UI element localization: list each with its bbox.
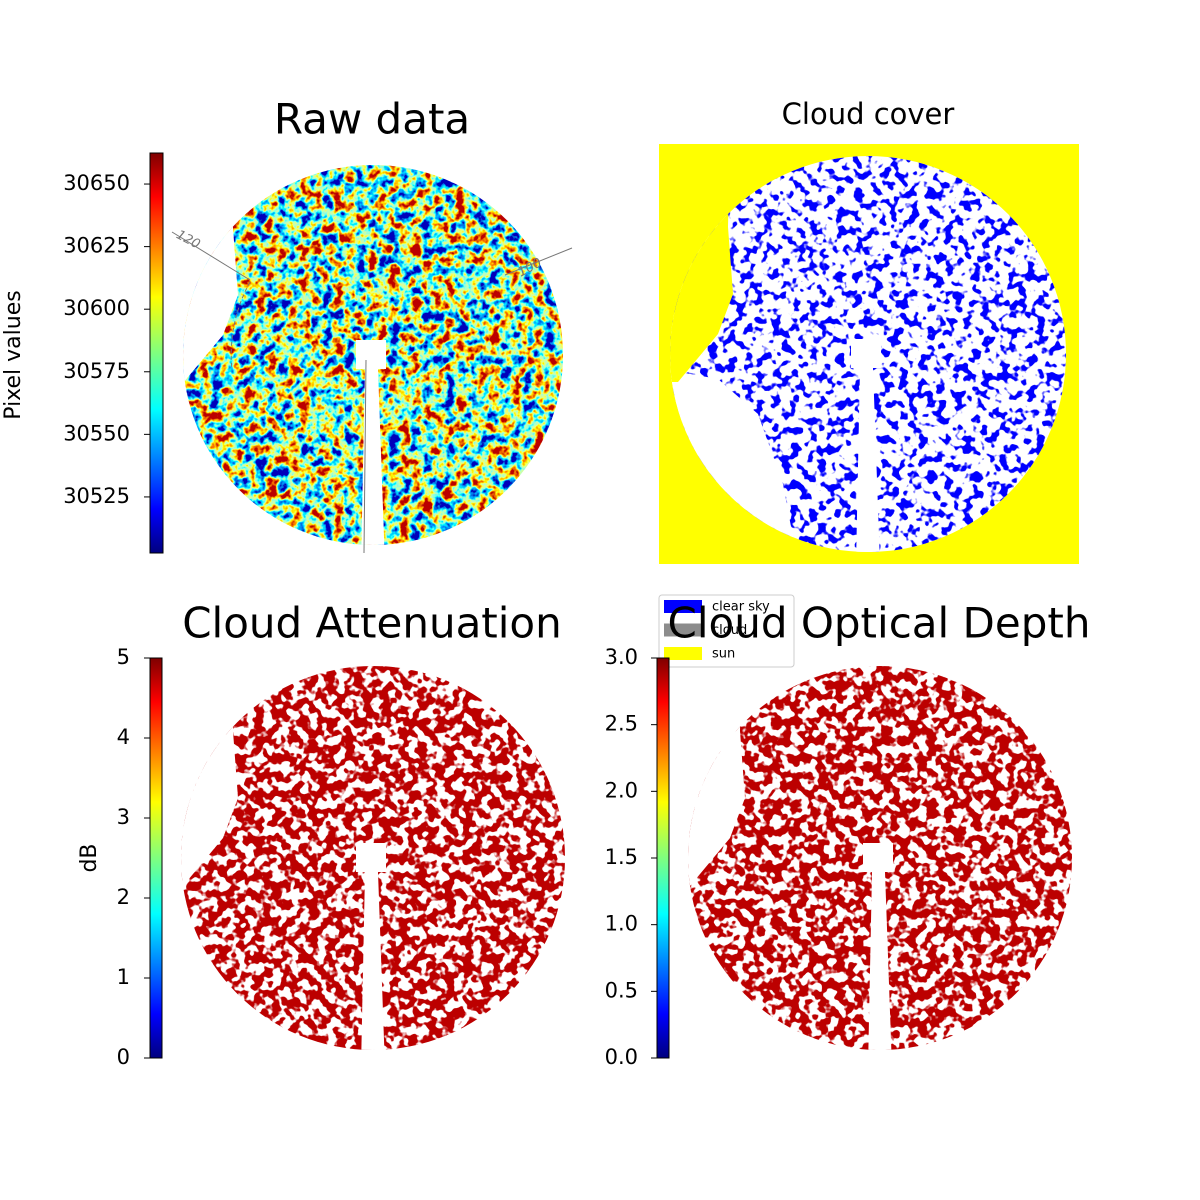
panel-title: Raw data xyxy=(274,95,470,144)
colorbar-tick-label: 30525 xyxy=(63,484,130,508)
grid-arc xyxy=(230,281,251,371)
colorbar-tick-label: 30650 xyxy=(63,171,130,195)
camera-arm xyxy=(356,843,386,1050)
grid-line xyxy=(504,247,573,276)
legend-label: clear sky xyxy=(712,600,770,615)
colorbar-tick-label: 30550 xyxy=(63,421,130,445)
colorbar-tick-label: 0.0 xyxy=(605,1045,638,1069)
colorbar-tick-label: 0 xyxy=(117,1045,130,1069)
camera-arm xyxy=(851,339,881,552)
colorbar xyxy=(149,152,164,554)
panel-title: Cloud Attenuation xyxy=(182,599,562,648)
legend-label: cloud xyxy=(712,623,747,638)
colorbar-tick-label: 4 xyxy=(117,725,130,749)
colorbar-tick-label: 1.0 xyxy=(605,912,638,936)
colorbar-tick-label: 0.5 xyxy=(605,978,638,1002)
panel-title: Cloud cover xyxy=(782,97,955,131)
colorbar-tick-label: 30575 xyxy=(63,359,130,383)
colorbar-tick-label: 30600 xyxy=(63,296,130,320)
colorbar-tick-label: 1 xyxy=(117,965,130,989)
colorbar-tick-label: 30625 xyxy=(63,234,130,258)
colorbar-label: dB xyxy=(77,843,102,872)
sky-image xyxy=(183,165,563,545)
grid-line xyxy=(171,231,251,281)
grid-line xyxy=(363,359,367,554)
colorbar-tick-label: 5 xyxy=(117,645,130,669)
colorbar-tick-label: 2 xyxy=(117,885,130,909)
colorbar-tick-label: 2.0 xyxy=(605,778,638,802)
legend-swatch xyxy=(664,623,702,637)
colorbar-tick-label: 1.5 xyxy=(605,845,638,869)
colorbar xyxy=(656,657,670,1059)
angle-annotation: 120 xyxy=(174,228,203,253)
colorbar-tick-label: 3.0 xyxy=(605,645,638,669)
camera-arm xyxy=(356,340,386,545)
legend-swatch xyxy=(664,647,702,660)
colorbar-label: Pixel values xyxy=(1,290,26,419)
colorbar-tick-label: 2.5 xyxy=(605,712,638,736)
colorbar-tick-label: 3 xyxy=(117,805,130,829)
camera-arm xyxy=(863,843,893,1050)
sky-image xyxy=(688,666,1072,1050)
panel-title: Cloud Optical Depth xyxy=(668,599,1091,648)
legend-swatch xyxy=(664,600,702,613)
sky-image xyxy=(181,666,565,1050)
colorbar xyxy=(149,657,163,1059)
legend-label: sun xyxy=(712,647,735,662)
